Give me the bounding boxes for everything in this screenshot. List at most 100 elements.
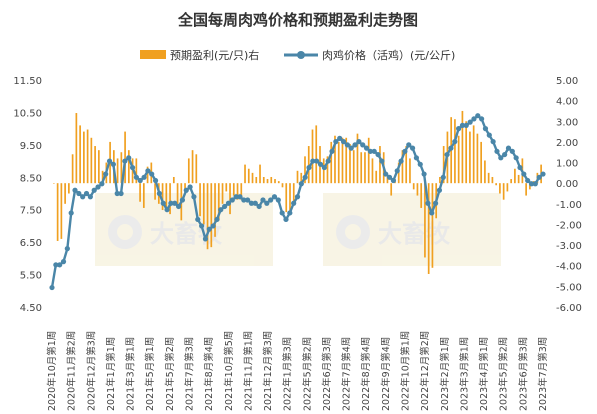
price-point [103,171,109,177]
legend: 预期盈利(元/只)右 肉鸡价格（活鸡）(元/公斤) [140,48,455,62]
profit-bar [154,183,156,200]
profit-bar [83,131,85,184]
price-point [505,145,512,151]
right-axis-tick-label: 4.00 [556,97,578,108]
profit-bar [334,135,336,184]
profit-bar [135,158,138,184]
profit-bar [409,158,411,184]
profit-bar [424,183,426,258]
profit-bar [525,183,527,196]
x-axis-tick-label: 2022年10月第1周 [400,331,412,411]
price-point [402,148,408,154]
profit-bar [461,110,464,184]
x-axis-tick-label: 2021年7月第3周 [184,337,196,411]
profit-bar [420,183,423,208]
price-point [502,151,508,158]
price-point [256,203,262,210]
profit-bar [506,183,509,192]
price-point [156,190,163,197]
legend-line-marker [297,51,305,59]
profit-bar [345,137,348,184]
profit-bar [176,183,179,208]
x-axis-tick-label: 2022年1月第3周 [282,337,294,411]
profit-bar [454,119,456,184]
left-axis-tick-label: 9.50 [20,141,42,152]
profit-bar [101,170,104,184]
price-point [356,139,362,145]
profit-bar [367,137,370,184]
price-point [206,226,212,232]
right-axis-tick-label: -5.00 [556,282,582,293]
price-point [521,171,527,177]
profit-bar [330,141,333,184]
profit-bar [236,183,239,200]
price-point [317,161,324,167]
price-point [68,210,74,216]
profit-bar [442,146,445,184]
profit-bar [124,131,126,184]
profit-bar [217,183,220,221]
profit-bar [75,113,78,184]
price-point [490,139,496,145]
price-point [110,161,116,167]
price-point [459,122,466,128]
price-point [302,174,308,180]
profit-bar [412,183,415,190]
price-point [421,171,427,177]
profit-bar [195,154,198,184]
profit-bar [472,125,475,184]
x-axis-tick-label: 2022年9月第4周 [380,337,392,411]
price-point [321,164,327,171]
profit-bar [225,183,228,192]
price-point [436,187,443,193]
left-axis-tick-label: 11.50 [13,76,42,87]
price-line [49,113,546,291]
price-point [122,158,128,164]
right-axis-tick-label: -6.00 [556,303,582,314]
chart-title: 全国每周肉鸡价格和预期盈利走势图 [177,11,418,29]
price-point [509,148,515,154]
profit-bar [146,166,149,184]
x-axis-tick-label: 2023年6月第3周 [517,337,529,411]
price-point [528,181,535,187]
price-point [175,203,182,210]
profit-bar [210,183,213,248]
profit-bar [289,183,291,215]
price-point [252,200,258,206]
price-point [310,158,316,164]
profit-bar [360,152,363,184]
price-point [479,116,485,122]
price-point [456,126,462,132]
profit-bar [199,183,201,217]
price-point [406,142,412,148]
x-axis-tick-label: 2022年6月第3周 [321,337,333,411]
price-point [87,194,93,200]
profit-bar [255,176,258,184]
profit-bar [307,146,310,184]
profit-bar [457,135,460,184]
x-axis-tick-label: 2022年7月第4周 [341,337,353,411]
profit-bar [90,137,93,184]
price-point [291,200,297,206]
profit-bar [68,183,70,194]
watermark-text: 大畜牧 [378,220,451,248]
price-point [287,210,293,216]
profit-bar [161,183,164,211]
x-axis-tick-label: 2020年12月第3周 [85,331,97,411]
price-point [409,145,416,151]
profit-bar [202,183,205,225]
price-point [348,145,354,151]
x-axis-tick-label: 2021年1月第1周 [105,337,117,411]
profit-bar [401,150,404,184]
price-point [225,200,232,206]
price-point [118,190,124,197]
profit-bar [240,183,243,200]
price-point [294,194,301,200]
price-point [513,155,519,161]
right-axis-tick-label: 1.00 [556,159,578,170]
price-point [210,223,216,229]
price-point [95,184,101,190]
price-point [191,194,197,200]
price-point [467,119,473,125]
price-point [390,177,396,184]
